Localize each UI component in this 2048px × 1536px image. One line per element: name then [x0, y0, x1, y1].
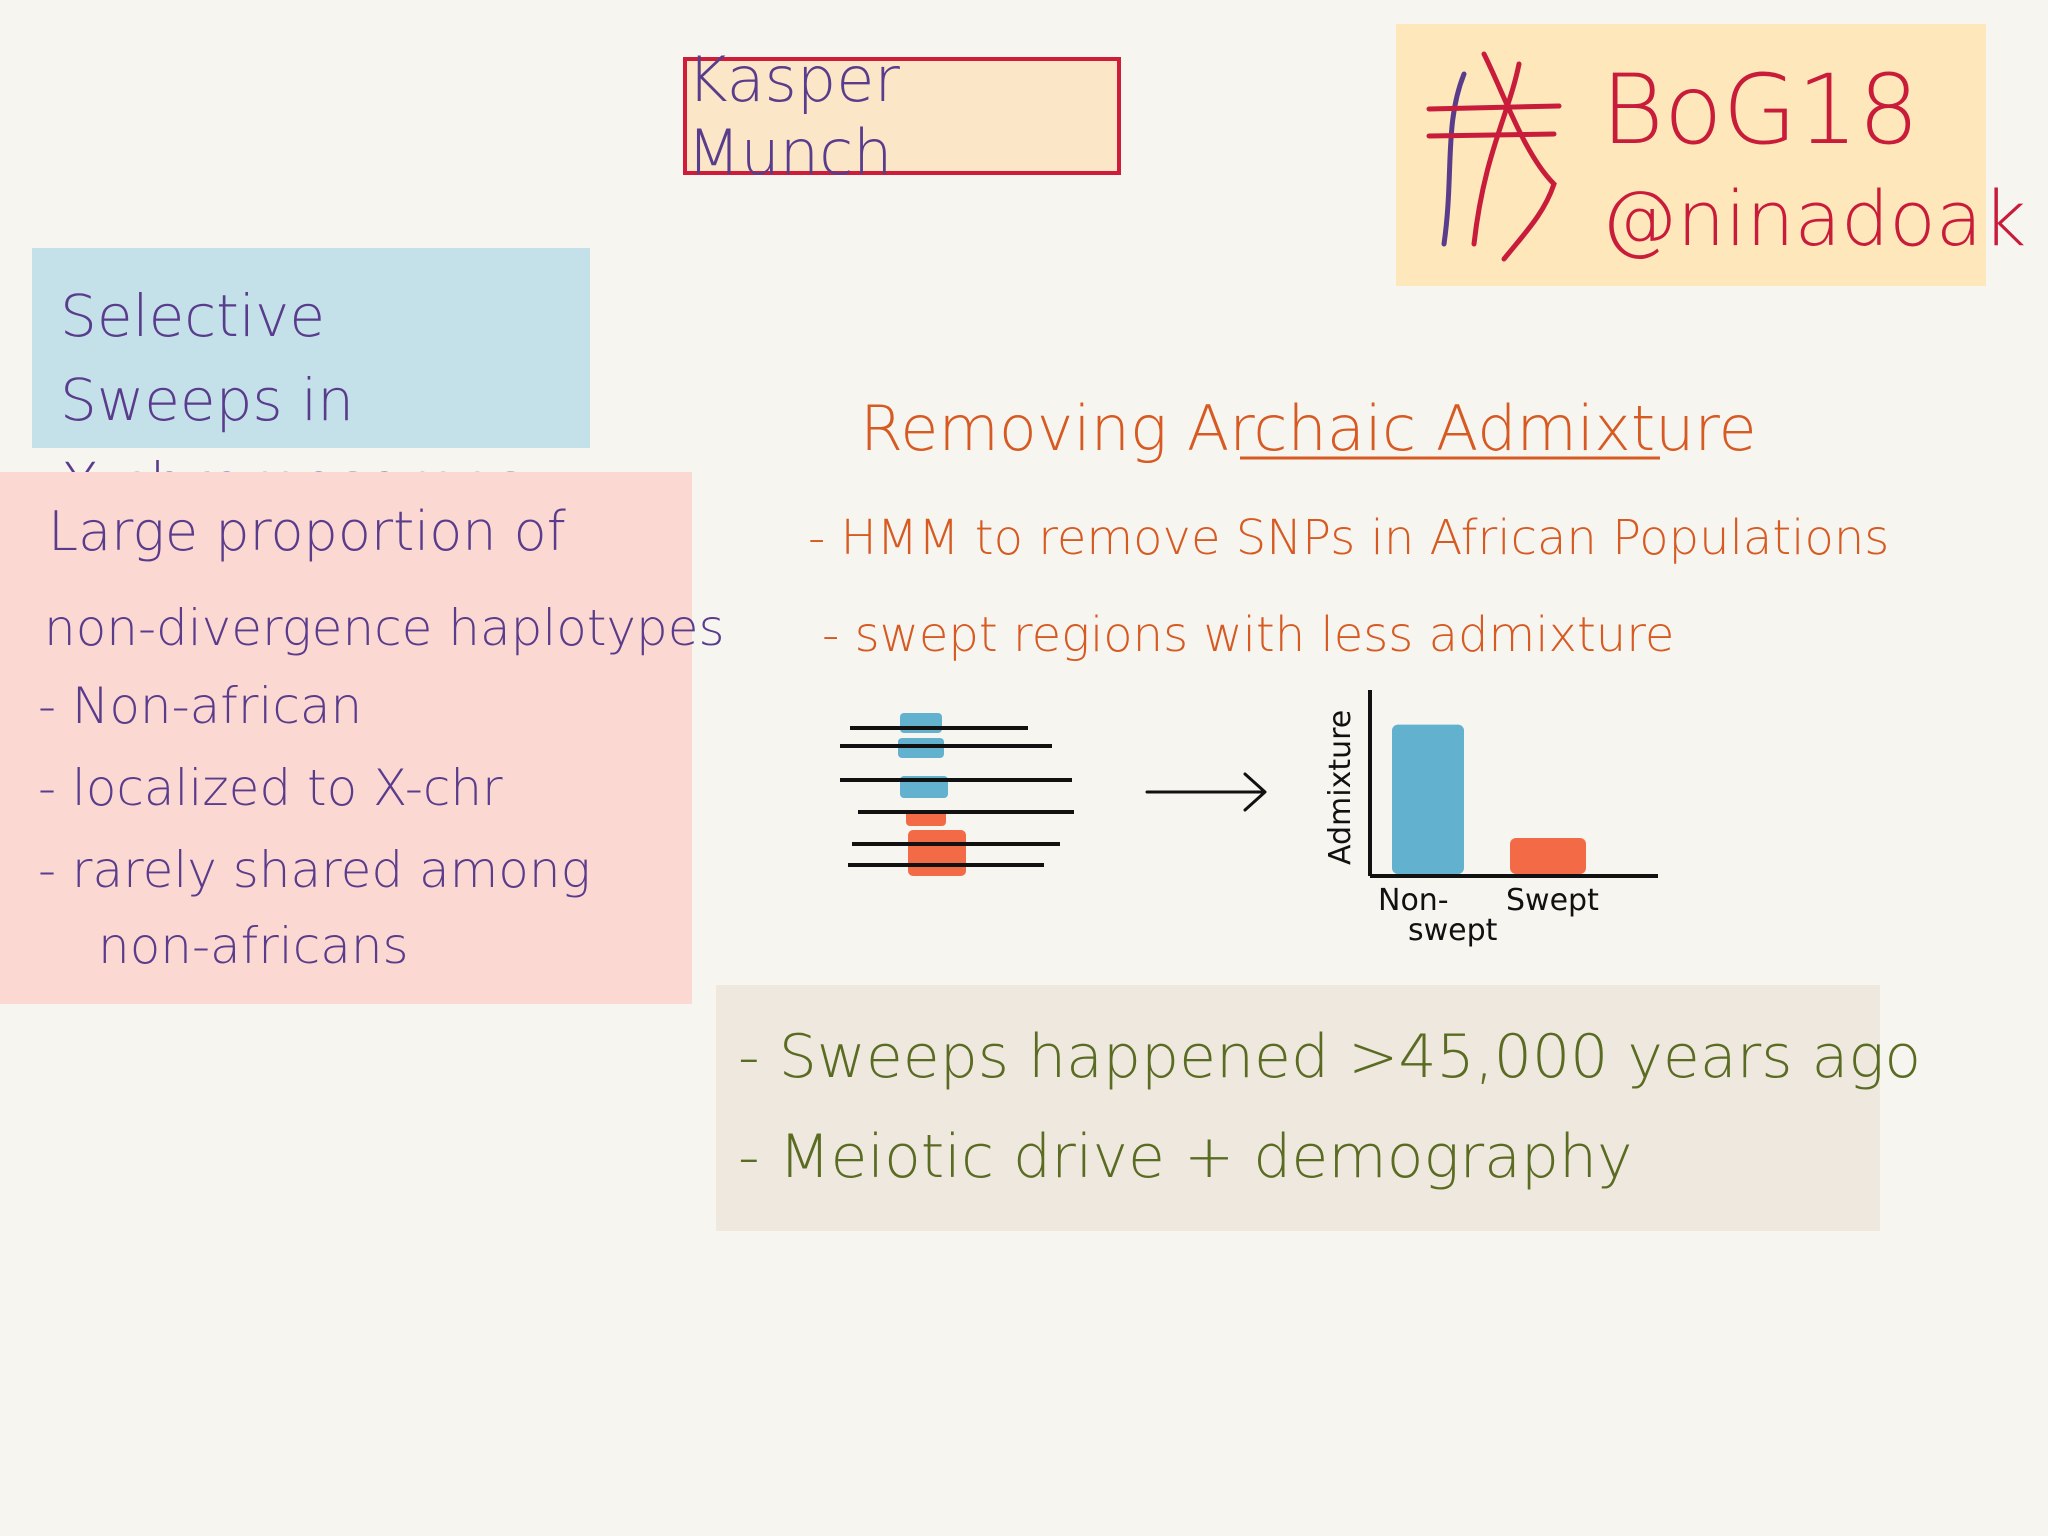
findings-line-2: non-divergence haplotypes [44, 599, 725, 657]
conclusion-line-1: - Sweeps happened >45,000 years ago [738, 1022, 1922, 1092]
speaker-name-box: Kasper Munch [683, 43, 1121, 189]
speaker-name: Kasper Munch [687, 43, 900, 189]
admixture-bullet-1: - HMM to remove SNPs in African Populati… [808, 510, 1890, 566]
bar-non-swept [1392, 724, 1464, 874]
findings-line-5: - rarely shared among [38, 841, 591, 899]
hashtag-text: BoG18 [1601, 54, 1920, 166]
conclusion-note: - Sweeps happened >45,000 years ago - Me… [716, 985, 1922, 1231]
talk-title-line-1: Selective Sweeps in [60, 282, 354, 434]
y-axis-label: Admixture [1323, 710, 1358, 865]
x-tick-label: Non-swept [1378, 883, 1498, 948]
admixture-bullet-2: - swept regions with less admixture [822, 607, 1675, 663]
conclusion-line-2: - Meiotic drive + demography [738, 1122, 1633, 1192]
haplotype-sketch [840, 713, 1074, 876]
twitter-handle: @ninadoak [1601, 174, 2027, 263]
findings-line-1: Large proportion of [48, 500, 566, 563]
findings-line-4: - localized to X-chr [38, 759, 503, 817]
findings-line-6: non-africans [98, 917, 409, 975]
hashtag-note: BoG18 @ninadoak [1396, 24, 2026, 286]
x-tick-label: Swept [1506, 883, 1599, 918]
haplotype-block [908, 830, 966, 876]
bar-swept [1510, 838, 1586, 874]
section-heading: Removing Archaic Admixture [860, 392, 1757, 465]
hash-icon [1426, 51, 1562, 262]
right-arrow-icon [1145, 772, 1267, 812]
findings-line-3: - Non-african [38, 677, 363, 735]
findings-note: Large proportion of non-divergence haplo… [0, 472, 725, 1004]
talk-title-note: Selective Sweeps in X-chromosomes [32, 248, 590, 518]
heading-underline [1240, 456, 1660, 460]
